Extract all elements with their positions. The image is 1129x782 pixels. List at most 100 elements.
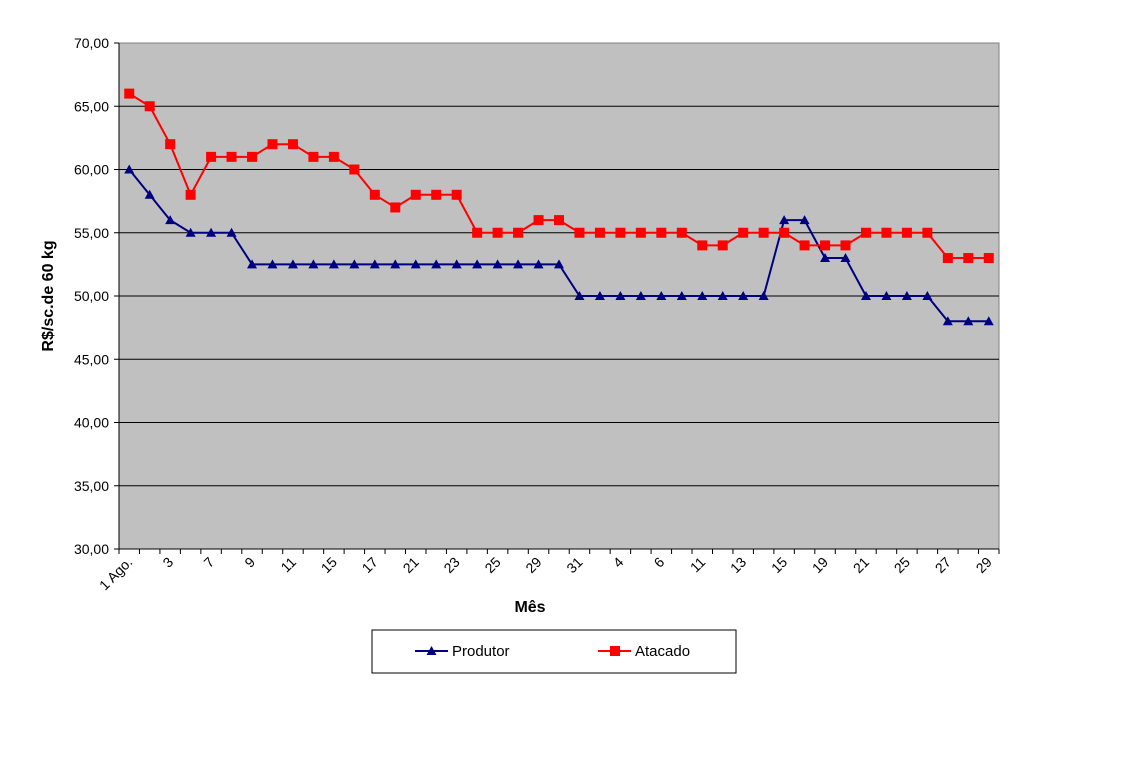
data-point-atacado bbox=[738, 227, 749, 238]
data-point-atacado bbox=[451, 189, 462, 200]
data-point-atacado bbox=[881, 227, 892, 238]
data-point-produtor bbox=[124, 164, 135, 174]
y-tick-label: 40,00 bbox=[74, 415, 109, 431]
data-point-produtor bbox=[758, 291, 769, 300]
y-axis-title: R$/sc.de 60 kg bbox=[40, 240, 57, 351]
data-point-produtor bbox=[287, 259, 298, 269]
data-point-produtor bbox=[554, 259, 564, 269]
x-tick-label: 1 Ago. bbox=[96, 554, 135, 593]
data-point-produtor bbox=[226, 227, 237, 237]
legend-label-produtor: Produtor bbox=[452, 643, 510, 660]
data-point-produtor bbox=[533, 259, 544, 269]
data-point-atacado bbox=[717, 240, 728, 251]
data-point-produtor bbox=[942, 316, 953, 326]
x-tick-label: 7 bbox=[200, 554, 217, 571]
data-point-produtor bbox=[717, 291, 728, 300]
data-point-atacado bbox=[124, 88, 135, 99]
data-point-produtor bbox=[615, 291, 626, 300]
data-point-atacado bbox=[922, 227, 933, 238]
data-point-produtor bbox=[247, 259, 258, 269]
data-point-produtor bbox=[860, 291, 871, 300]
legend-box bbox=[371, 629, 737, 674]
data-point-atacado bbox=[492, 227, 503, 238]
data-point-produtor bbox=[901, 291, 912, 300]
data-point-produtor bbox=[820, 253, 831, 263]
data-point-atacado bbox=[574, 227, 585, 238]
x-tick-label: 31 bbox=[563, 554, 585, 576]
data-point-atacado bbox=[840, 240, 851, 251]
y-tick-label: 30,00 bbox=[74, 541, 109, 557]
data-point-atacado bbox=[656, 227, 667, 238]
data-point-produtor bbox=[922, 291, 933, 300]
x-tick-label: 29 bbox=[522, 554, 544, 576]
data-point-produtor bbox=[738, 291, 749, 300]
x-tick-label: 19 bbox=[809, 554, 831, 576]
data-point-atacado bbox=[349, 164, 360, 175]
data-point-produtor bbox=[676, 291, 687, 300]
data-point-produtor bbox=[983, 316, 994, 326]
data-point-atacado bbox=[472, 227, 483, 238]
data-point-atacado bbox=[308, 151, 319, 162]
x-tick-label: 13 bbox=[727, 554, 749, 576]
data-point-produtor bbox=[390, 259, 401, 269]
x-tick-label: 21 bbox=[850, 554, 872, 576]
x-tick-label: 21 bbox=[400, 554, 422, 576]
x-tick-label: 27 bbox=[932, 554, 954, 576]
data-point-produtor bbox=[840, 253, 851, 263]
data-point-produtor bbox=[697, 291, 708, 300]
y-tick-label: 50,00 bbox=[74, 288, 109, 304]
data-point-produtor bbox=[308, 259, 319, 269]
data-point-produtor bbox=[635, 291, 646, 300]
data-point-atacado bbox=[758, 227, 769, 238]
x-tick-label: 4 bbox=[610, 554, 627, 571]
data-point-produtor bbox=[410, 259, 421, 269]
data-point-atacado bbox=[185, 189, 196, 200]
data-point-produtor bbox=[369, 259, 380, 269]
data-point-produtor bbox=[349, 259, 360, 269]
data-point-atacado bbox=[901, 227, 912, 238]
data-point-atacado bbox=[779, 227, 790, 238]
x-tick-label: 25 bbox=[481, 554, 503, 576]
x-tick-label: 15 bbox=[768, 554, 790, 576]
data-point-atacado bbox=[983, 253, 994, 264]
data-point-produtor bbox=[492, 259, 503, 269]
data-point-atacado bbox=[513, 227, 524, 238]
data-point-atacado bbox=[328, 151, 339, 162]
data-point-atacado bbox=[554, 215, 564, 226]
data-point-produtor bbox=[185, 227, 196, 237]
data-point-atacado bbox=[942, 253, 953, 264]
series-group bbox=[124, 88, 994, 326]
data-point-produtor bbox=[267, 259, 278, 269]
x-tick-label: 29 bbox=[973, 554, 995, 576]
x-tick-label: 17 bbox=[359, 554, 381, 576]
data-point-atacado bbox=[799, 240, 810, 251]
data-point-atacado bbox=[165, 139, 176, 150]
data-point-atacado bbox=[206, 151, 217, 162]
data-point-produtor bbox=[881, 291, 892, 300]
x-tick-label: 3 bbox=[159, 554, 176, 571]
data-point-produtor bbox=[144, 189, 155, 199]
x-tick-label: 23 bbox=[440, 554, 462, 576]
y-tick-label: 65,00 bbox=[74, 98, 109, 114]
legend-marker-atacado bbox=[610, 646, 620, 656]
data-point-atacado bbox=[431, 189, 442, 200]
x-tick-label: 11 bbox=[687, 554, 709, 576]
legend-marker-produtor bbox=[426, 646, 437, 655]
data-point-produtor bbox=[779, 215, 790, 225]
data-point-atacado bbox=[676, 227, 687, 238]
data-point-atacado bbox=[635, 227, 646, 238]
data-point-atacado bbox=[247, 151, 258, 162]
data-point-atacado bbox=[390, 202, 401, 213]
x-tick-label: 9 bbox=[241, 554, 258, 571]
data-point-produtor bbox=[206, 227, 217, 237]
gridlines bbox=[119, 105, 999, 487]
y-tick-label: 70,00 bbox=[74, 35, 109, 51]
y-tick-label: 45,00 bbox=[74, 351, 109, 367]
data-point-atacado bbox=[144, 101, 155, 112]
x-tick-label: 11 bbox=[277, 554, 299, 576]
legend-label-atacado: Atacado bbox=[635, 643, 690, 660]
data-point-atacado bbox=[963, 253, 974, 264]
data-point-atacado bbox=[533, 215, 544, 226]
data-point-produtor bbox=[656, 291, 667, 300]
